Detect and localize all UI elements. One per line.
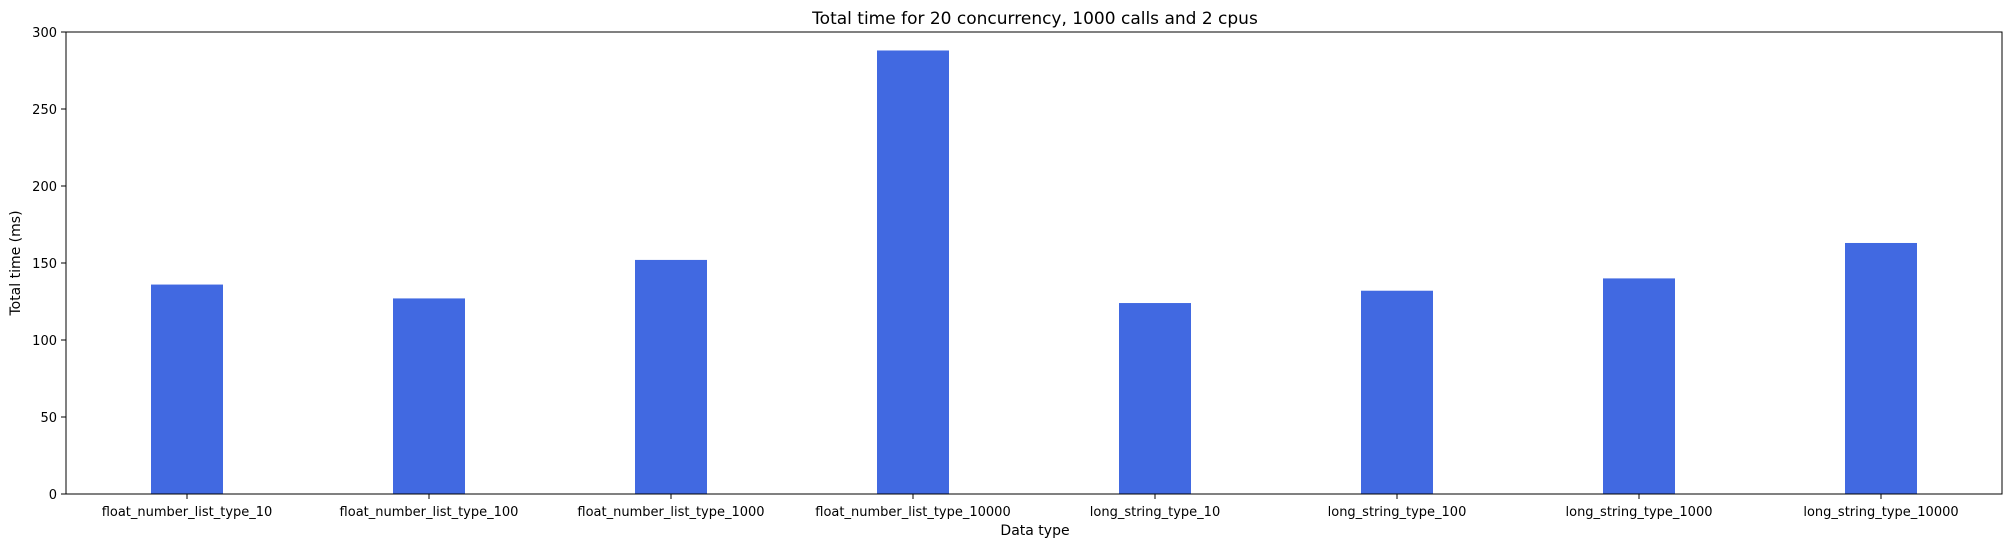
bars-layer — [151, 50, 1917, 494]
y-tick-label: 300 — [32, 26, 57, 41]
y-tick-label: 200 — [32, 180, 57, 195]
x-tick-label: float_number_list_type_100 — [340, 505, 519, 520]
x-axis-label: Data type — [1000, 523, 1069, 539]
x-tick-label: float_number_list_type_1000 — [577, 505, 764, 520]
x-tick-label: float_number_list_type_10 — [102, 505, 273, 520]
bar-long-string-type-10000 — [1845, 242, 1917, 494]
y-tick-label: 50 — [40, 411, 57, 426]
y-axis-ticks: 0 50 100 150 200 250 300 — [32, 26, 66, 503]
bar-long-string-type-1000 — [1603, 278, 1675, 494]
x-tick-label: long_string_type_100 — [1328, 505, 1467, 520]
y-axis-label: Total time (ms) — [8, 210, 24, 316]
bar-long-string-type-100 — [1361, 290, 1433, 494]
plot-area-frame — [65, 31, 2003, 495]
x-tick-label: float_number_list_type_10000 — [815, 505, 1010, 520]
y-tick-label: 250 — [32, 103, 57, 118]
y-tick-label: 0 — [49, 488, 57, 503]
bar-long-string-type-10 — [1119, 303, 1191, 494]
x-tick-label: long_string_type_10 — [1090, 505, 1220, 520]
x-axis-ticks: float_number_list_type_10 float_number_li… — [102, 494, 1959, 520]
chart-title: Total time for 20 concurrency, 1000 call… — [811, 9, 1258, 29]
x-tick-label: long_string_type_10000 — [1803, 505, 1958, 520]
bar-float-number-list-type-10000 — [877, 50, 949, 494]
y-tick-label: 100 — [32, 334, 57, 349]
bar-float-number-list-type-100 — [393, 298, 465, 494]
y-tick-label: 150 — [32, 257, 57, 272]
bar-float-number-list-type-1000 — [635, 259, 707, 494]
x-tick-label: long_string_type_1000 — [1566, 505, 1713, 520]
bar-float-number-list-type-10 — [151, 284, 223, 494]
